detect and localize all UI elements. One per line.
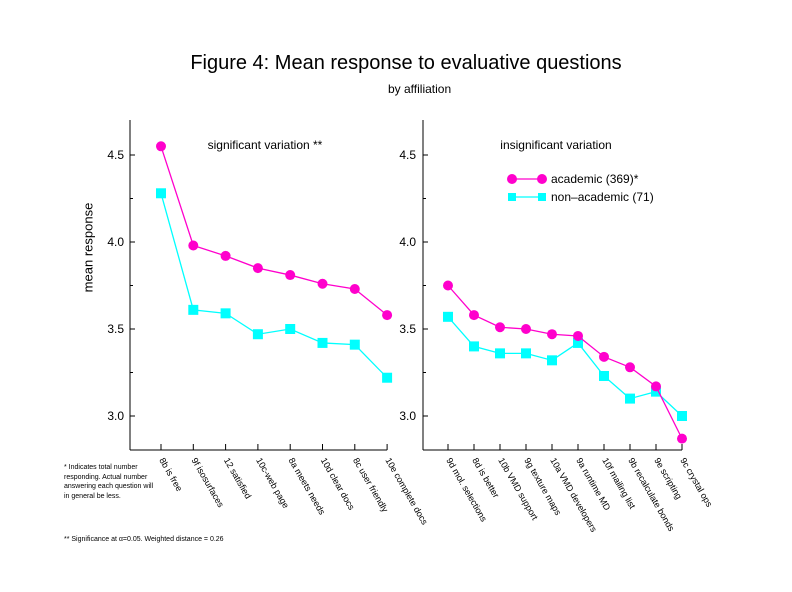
data-point-academic	[285, 270, 296, 281]
footnote-total-responding: * Indicates total number responding. Act…	[64, 464, 154, 500]
y-tick-label: 3.5	[399, 322, 416, 336]
data-point-non-academic	[317, 337, 328, 348]
data-point-non-academic	[349, 339, 360, 350]
data-point-academic	[349, 283, 360, 294]
data-point-academic	[625, 362, 635, 373]
y-tick-label: 3.0	[399, 409, 416, 423]
data-point-non-academic	[599, 370, 609, 381]
y-tick-label: 3.0	[107, 409, 124, 423]
x-category-label: 10e complete docs	[383, 456, 430, 527]
series-line-academic	[447, 285, 683, 439]
data-point-academic	[599, 351, 609, 362]
data-point-academic	[651, 381, 661, 392]
data-point-non-academic	[382, 372, 393, 383]
data-point-non-academic	[188, 304, 199, 315]
data-point-academic	[317, 278, 328, 289]
data-point-non-academic	[495, 348, 505, 359]
x-category-label: 8b is free	[157, 456, 184, 493]
legend-marker-academic	[507, 174, 517, 184]
legend-marker-non-academic	[538, 193, 546, 201]
panel-title-significant: significant variation **	[208, 138, 323, 152]
data-point-non-academic	[220, 308, 231, 319]
y-tick-label: 3.5	[107, 322, 124, 336]
y-tick-label: 4.0	[107, 235, 124, 249]
data-point-academic	[382, 310, 393, 321]
data-point-non-academic	[573, 337, 583, 348]
data-point-non-academic	[547, 355, 557, 366]
legend-marker-non-academic	[508, 193, 516, 201]
data-point-academic	[521, 324, 531, 334]
legend-label-non-academic: non–academic (71)	[551, 190, 654, 204]
footnote-significance: ** Significance at α=0.05. Weighted dist…	[64, 536, 224, 543]
data-point-academic	[547, 329, 557, 340]
data-point-non-academic	[469, 341, 479, 352]
x-category-label: 12 satisfied	[222, 456, 253, 500]
data-point-academic	[443, 280, 453, 291]
chart-title: Figure 4: Mean response to evaluative qu…	[190, 52, 622, 74]
data-point-academic	[156, 141, 166, 152]
data-point-non-academic	[156, 188, 166, 199]
legend-label-academic: academic (369)*	[551, 172, 639, 186]
y-tick-label: 4.5	[399, 148, 416, 162]
chart-subtitle: by affiliation	[388, 82, 452, 96]
data-point-academic	[188, 240, 199, 251]
series-line-non-academic	[447, 316, 683, 417]
x-category-label: 10c-web page	[254, 456, 291, 510]
series-line-academic	[160, 146, 388, 316]
data-point-non-academic	[625, 393, 635, 404]
data-point-academic	[677, 433, 687, 444]
data-point-non-academic	[651, 386, 661, 397]
x-category-label: 10d clear docs	[319, 456, 357, 512]
data-point-academic	[252, 263, 263, 274]
data-point-non-academic	[285, 324, 296, 334]
y-tick-label: 4.5	[107, 148, 124, 162]
data-point-academic	[573, 330, 583, 341]
panel-title-insignificant: insignificant variation	[500, 138, 611, 152]
x-category-label: 9c crystal ops	[678, 456, 714, 509]
data-point-non-academic	[677, 411, 687, 421]
data-point-academic	[220, 250, 231, 261]
x-category-label: 10a VMD developers	[548, 456, 599, 534]
legend-marker-academic	[537, 174, 547, 184]
data-point-academic	[495, 322, 505, 333]
data-point-non-academic	[443, 311, 453, 322]
series-line-non-academic	[160, 193, 388, 379]
data-point-non-academic	[252, 329, 263, 340]
y-tick-label: 4.0	[399, 235, 416, 249]
data-point-academic	[469, 310, 479, 321]
data-point-non-academic	[521, 348, 531, 359]
x-category-label: 9b recalculate bonds	[626, 456, 676, 533]
x-category-label: 9f isosurfaces	[190, 456, 227, 510]
